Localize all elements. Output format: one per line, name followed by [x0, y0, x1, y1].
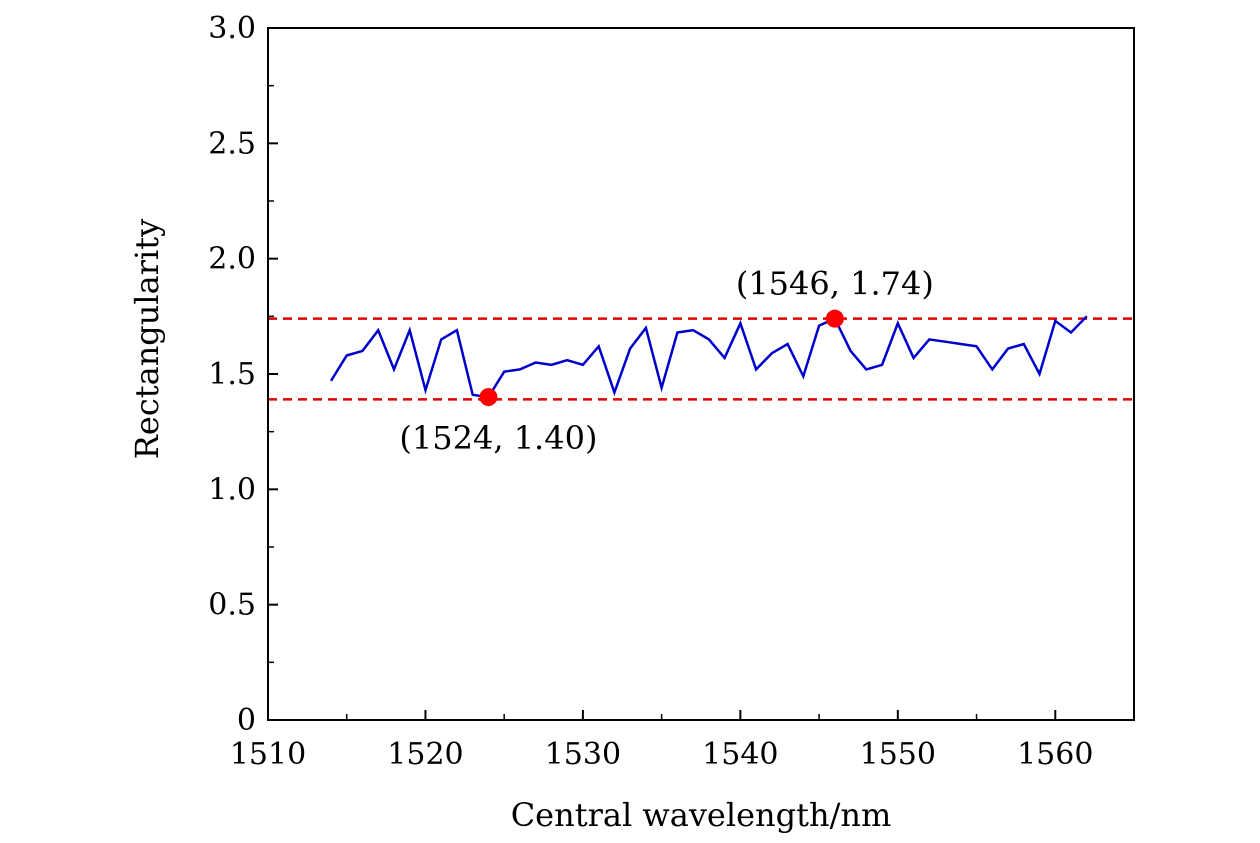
- plot-layer: (1524, 1.40) (1546, 1.74): [268, 265, 1134, 457]
- x-tick-label-2: 1530: [545, 737, 621, 772]
- x-axis-label: Central wavelength/nm: [511, 796, 892, 834]
- x-tick-label-4: 1550: [860, 737, 936, 772]
- series-line-0: [329, 315, 1088, 399]
- y-tick-label-2: 1.0: [208, 472, 256, 507]
- highlight-point-0: [479, 388, 498, 407]
- plot-frame: [267, 27, 1135, 721]
- y-tick-label-1: 0.5: [208, 588, 256, 623]
- axes-layer: 1510 1520 1530 1540 1550 1560 0 0.5 1.0 1.5 2.0 2.5…: [208, 11, 1093, 772]
- y-tick-label-6: 3.0: [208, 11, 256, 46]
- highlight-point-1: [825, 309, 844, 328]
- x-tick-label-3: 1540: [702, 737, 778, 772]
- x-tick-label-1: 1520: [387, 737, 463, 772]
- y-axis-label: Rectangularity: [128, 219, 166, 459]
- highlight-label-1: (1546, 1.74): [736, 265, 934, 303]
- y-tick-label-4: 2.0: [208, 242, 256, 277]
- y-tick-label-0: 0: [237, 703, 256, 738]
- y-tick-label-5: 2.5: [208, 126, 256, 161]
- x-tick-label-5: 1560: [1017, 737, 1093, 772]
- y-tick-label-3: 1.5: [208, 357, 256, 392]
- x-tick-label-0: 1510: [230, 737, 306, 772]
- highlight-label-0: (1524, 1.40): [399, 419, 597, 457]
